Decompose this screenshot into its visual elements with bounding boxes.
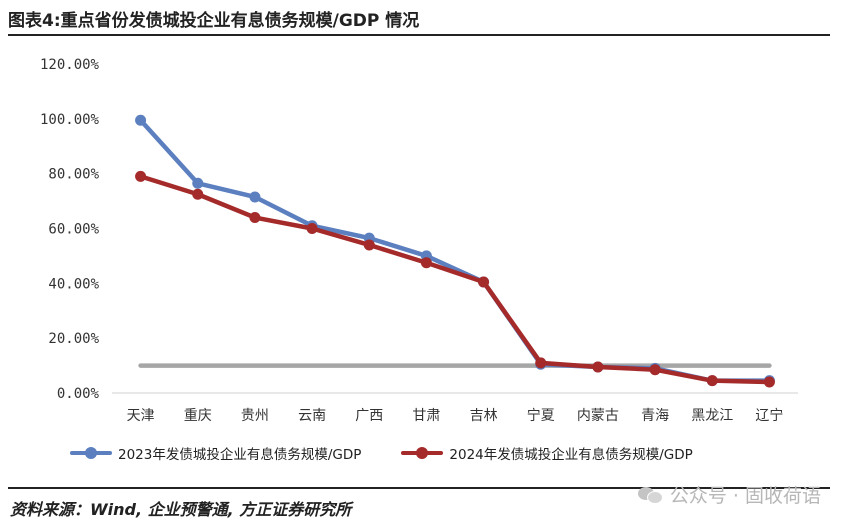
legend-item-2023: 2023年发债城投企业有息债务规模/GDP [70,443,361,463]
data-point-2024 [706,375,718,387]
data-point-2024 [249,212,261,224]
data-point-2024 [420,257,432,269]
source-note: 资料来源：Wind, 企业预警通, 方正证券研究所 [10,500,352,519]
y-tick-label: 80.00% [48,167,99,183]
chart-title: 图表4:重点省份发债城投企业有息债务规模/GDP 情况 [8,11,420,31]
legend-label-2023: 2023年发债城投企业有息债务规模/GDP [118,447,362,463]
series-line-2024 [138,174,772,385]
x-tick-label: 云南 [298,408,326,424]
x-tick-label: 吉林 [470,408,498,424]
x-tick-label: 青海 [641,408,669,424]
data-point-2024 [363,239,375,251]
y-tick-label: 120.00% [40,57,100,73]
legend-item-2024: 2024年发债城投企业有息债务规模/GDP [401,443,693,463]
data-point-2023 [249,191,261,203]
line-chart: 0.00% 20.00% 40.00% 60.00% 80.00% 100.00% 120.… [40,57,798,424]
data-point-2024 [763,376,775,388]
x-tick-label: 内蒙古 [577,408,619,424]
x-tick-label: 广西 [355,408,383,424]
data-point-2024 [535,357,547,369]
y-tick-label: 40.00% [48,276,99,292]
data-point-2024 [478,276,490,288]
y-tick-label: 0.00% [57,386,100,402]
data-point-2024 [592,361,604,373]
data-point-2024 [306,223,318,234]
chart-legend: 2023年发债城投企业有息债务规模/GDP 2024年发债城投企业有息债务规模/… [70,443,693,463]
legend-label-2024: 2024年发债城投企业有息债务规模/GDP [449,447,693,463]
data-point-2024 [135,170,147,182]
legend-swatch-2024 [401,447,444,459]
data-point-2023 [192,177,204,189]
x-tick-label: 黑龙江 [691,408,733,424]
y-tick-label: 20.00% [48,331,99,347]
data-point-2024 [649,364,661,376]
x-tick-label: 贵州 [241,408,269,424]
y-tick-label: 100.00% [40,112,100,128]
watermark-text: 公众号 · 固收荷语 [669,485,821,507]
wechat-icon [637,485,664,505]
x-tick-label: 宁夏 [527,407,555,424]
source-rule [8,487,830,489]
legend-swatch-2023 [70,447,112,459]
x-tick-label: 重庆 [184,408,212,424]
x-tick-label: 甘肃 [412,408,440,424]
x-tick-label: 辽宁 [755,407,783,424]
x-tick-label: 天津 [127,408,155,424]
data-point-2023 [135,114,147,126]
watermark: 公众号 · 固收荷语 [637,481,821,508]
title-rule [8,34,830,36]
series-line-2023 [138,117,772,383]
y-tick-label: 60.00% [48,222,99,238]
data-point-2024 [192,188,204,200]
